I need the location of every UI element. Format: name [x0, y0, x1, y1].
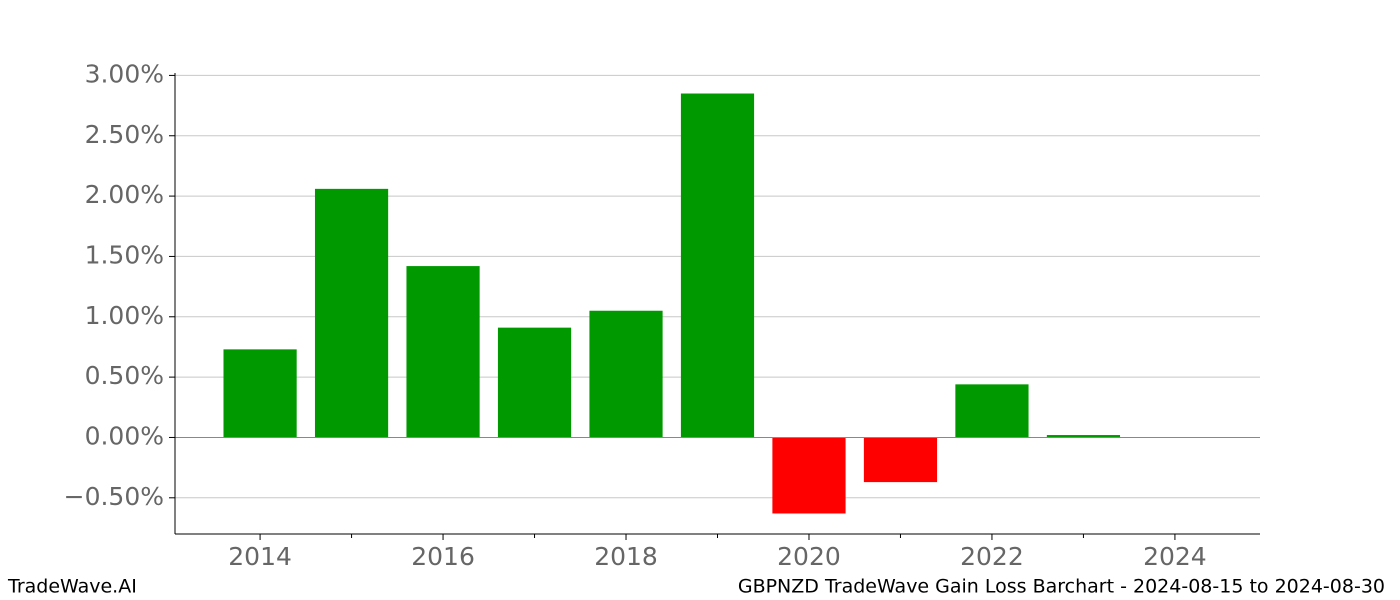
bar: [680, 93, 755, 438]
bar: [589, 310, 663, 438]
bar: [406, 266, 480, 438]
y-tick-label: 2.00%: [85, 180, 164, 209]
footer-left: TradeWave.AI: [7, 576, 137, 598]
y-tick-label: 1.00%: [85, 301, 164, 330]
x-tick-label: 2016: [411, 542, 475, 571]
bar: [497, 327, 572, 438]
x-tick-label: 2022: [960, 542, 1024, 571]
bar: [223, 349, 297, 438]
y-tick-label: 1.50%: [85, 240, 164, 269]
footer-right: GBPNZD TradeWave Gain Loss Barchart - 20…: [738, 576, 1385, 598]
bar: [772, 437, 846, 514]
y-tick-label: 2.50%: [85, 120, 164, 149]
x-tick-label: 2024: [1143, 542, 1207, 571]
x-tick-label: 2018: [594, 542, 658, 571]
y-tick-label: 3.00%: [85, 59, 164, 88]
bar: [863, 437, 938, 483]
bar: [955, 384, 1029, 438]
y-tick-label: −0.50%: [64, 482, 164, 511]
x-tick-label: 2014: [228, 542, 292, 571]
bar: [1046, 435, 1121, 438]
y-tick-label: 0.00%: [85, 421, 164, 450]
y-tick-label: 0.50%: [85, 361, 164, 390]
bar: [314, 188, 389, 438]
x-tick-label: 2020: [777, 542, 841, 571]
